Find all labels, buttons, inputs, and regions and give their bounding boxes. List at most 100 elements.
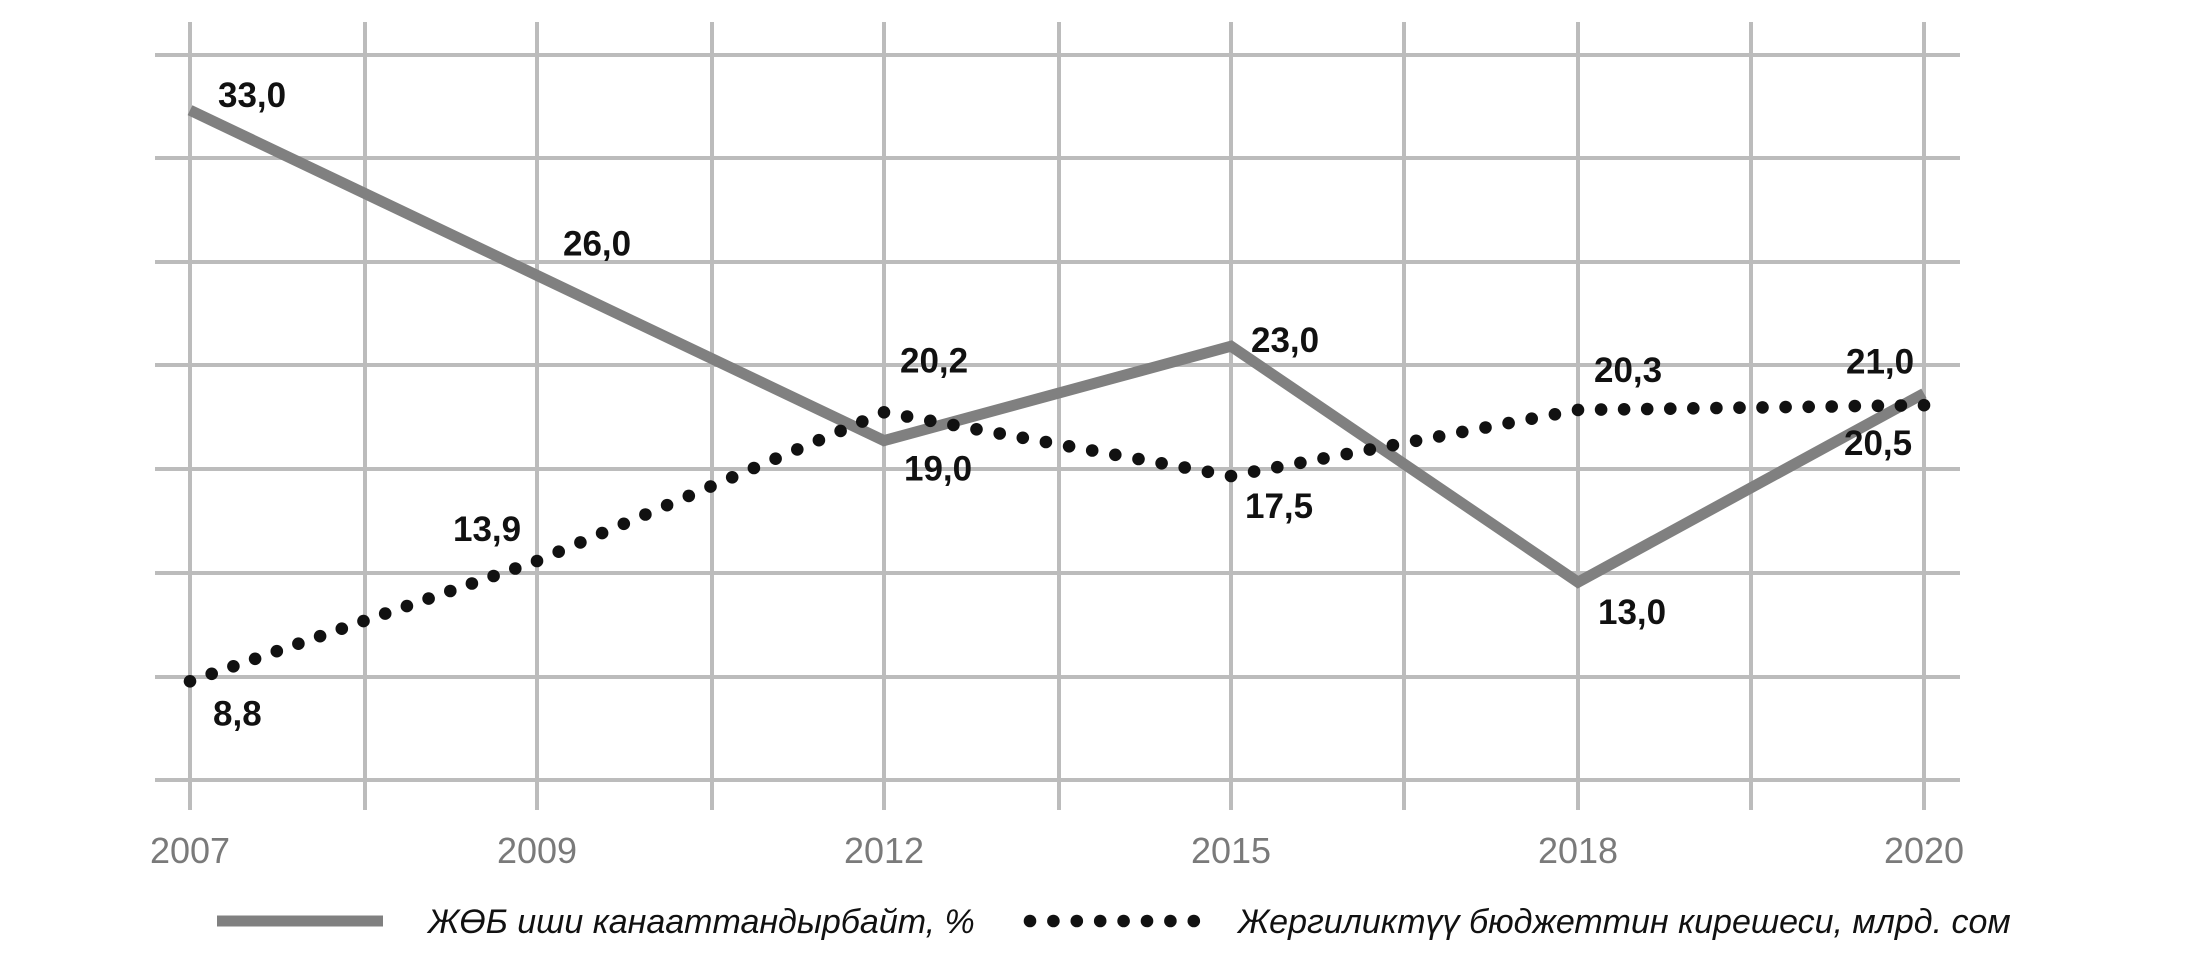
data-label: 13,9 — [453, 510, 521, 549]
x-tick-label: 2009 — [497, 830, 577, 871]
series-dot — [617, 517, 631, 531]
legend-dot — [1023, 914, 1037, 928]
series-layer — [183, 105, 1931, 688]
series-dot — [1502, 416, 1515, 430]
series-dot — [704, 480, 717, 493]
series-dot — [227, 660, 240, 673]
series-dot — [791, 443, 804, 456]
data-label: 26,0 — [563, 224, 631, 263]
series-dot — [183, 675, 197, 688]
data-label: 20,2 — [900, 341, 968, 380]
series-line-dissatisfaction — [187, 105, 1927, 589]
series-dot — [1201, 465, 1215, 479]
series-dot — [444, 584, 457, 598]
legend-dot — [1140, 914, 1154, 928]
data-label: 19,0 — [904, 450, 972, 489]
series-dot — [1247, 465, 1261, 478]
series-dot — [1432, 430, 1446, 443]
series-dot — [877, 406, 891, 419]
data-labels: 33,0 26,0 19,0 23,0 13,0 21,0 8,8 13,9 20,2 17,5 2… — [213, 76, 1914, 733]
x-tick-label: 2015 — [1191, 830, 1271, 871]
series-dot — [205, 667, 218, 681]
series-dot — [357, 614, 370, 628]
series-dot — [1386, 438, 1400, 452]
series-dot — [378, 607, 392, 620]
data-label: 20,3 — [1594, 351, 1662, 390]
series-dot — [1779, 400, 1792, 414]
series-dot — [1802, 400, 1815, 414]
series-dot — [1109, 448, 1122, 462]
legend-item-local-budget: Жергиликтүү бюджеттин кирешеси, млрд. со… — [1023, 903, 2011, 941]
series-dot — [422, 592, 435, 605]
series-dot — [1710, 401, 1723, 415]
x-axis: 2007 2009 2012 2015 2018 2020 — [150, 830, 1964, 871]
series-dot — [1317, 452, 1330, 465]
legend-label: ЖӨБ иши канааттандырбайт, % — [426, 903, 975, 941]
x-tick-label: 2020 — [1884, 830, 1964, 871]
series-dot — [1294, 456, 1307, 470]
series-dot — [682, 489, 696, 503]
data-label: 33,0 — [218, 76, 286, 115]
series-dot — [1039, 435, 1053, 449]
series-dot — [993, 427, 1006, 440]
series-dot — [1224, 469, 1238, 483]
series-dot — [900, 410, 914, 423]
series-dot — [1479, 421, 1492, 434]
x-tick-label: 2007 — [150, 830, 230, 871]
grid — [155, 22, 1960, 810]
series-dot — [1640, 402, 1654, 416]
series-dot — [947, 418, 960, 432]
series-dot — [639, 508, 652, 521]
series-dot — [1525, 412, 1538, 426]
series-dot — [465, 577, 479, 590]
series-dot — [1594, 403, 1608, 416]
series-dot — [313, 629, 327, 643]
series-dot — [1733, 401, 1746, 415]
series-dot — [1409, 434, 1423, 448]
series-dot — [1271, 460, 1284, 474]
series-dot — [1617, 403, 1631, 416]
legend-dot — [1187, 914, 1201, 928]
x-tick-label: 2018 — [1538, 830, 1618, 871]
series-dot — [270, 644, 284, 658]
series-dot — [812, 433, 826, 447]
series-dot — [530, 554, 544, 568]
series-dot — [400, 599, 414, 613]
series-dot — [747, 461, 761, 475]
data-label: 17,5 — [1245, 487, 1313, 526]
series-dot — [509, 562, 522, 575]
series-dot — [1871, 399, 1885, 413]
series-dot — [1687, 402, 1700, 415]
series-dot — [970, 423, 983, 436]
series-dot — [1178, 461, 1191, 474]
series-dot — [595, 526, 609, 540]
series-dot — [856, 415, 869, 428]
series-dot — [725, 471, 739, 484]
series-dot — [335, 622, 349, 635]
series-dot — [660, 498, 674, 512]
series-dot — [248, 652, 262, 666]
series-dot — [1456, 425, 1469, 439]
legend-dot — [1047, 914, 1060, 928]
series-dot — [1756, 401, 1769, 414]
series-dot — [552, 545, 565, 558]
legend-dot — [1117, 914, 1130, 928]
series-dot — [1340, 447, 1353, 461]
series-dot — [834, 424, 847, 438]
series-dot — [1132, 452, 1145, 466]
series-dot — [574, 536, 587, 549]
series-dot — [1548, 408, 1562, 421]
series-dot — [924, 414, 937, 428]
series-line-local-budget — [183, 398, 1931, 688]
series-dot — [769, 452, 782, 466]
data-label: 8,8 — [213, 694, 262, 733]
series-dot — [487, 569, 500, 583]
legend-item-dissatisfaction: ЖӨБ иши канааттандырбайт, % — [217, 903, 975, 941]
data-label: 20,5 — [1844, 424, 1912, 463]
series-dot — [1664, 402, 1677, 416]
series-dot — [1894, 399, 1908, 412]
series-dot — [1571, 403, 1585, 417]
data-label: 23,0 — [1251, 321, 1319, 360]
series-dot — [1062, 440, 1076, 453]
